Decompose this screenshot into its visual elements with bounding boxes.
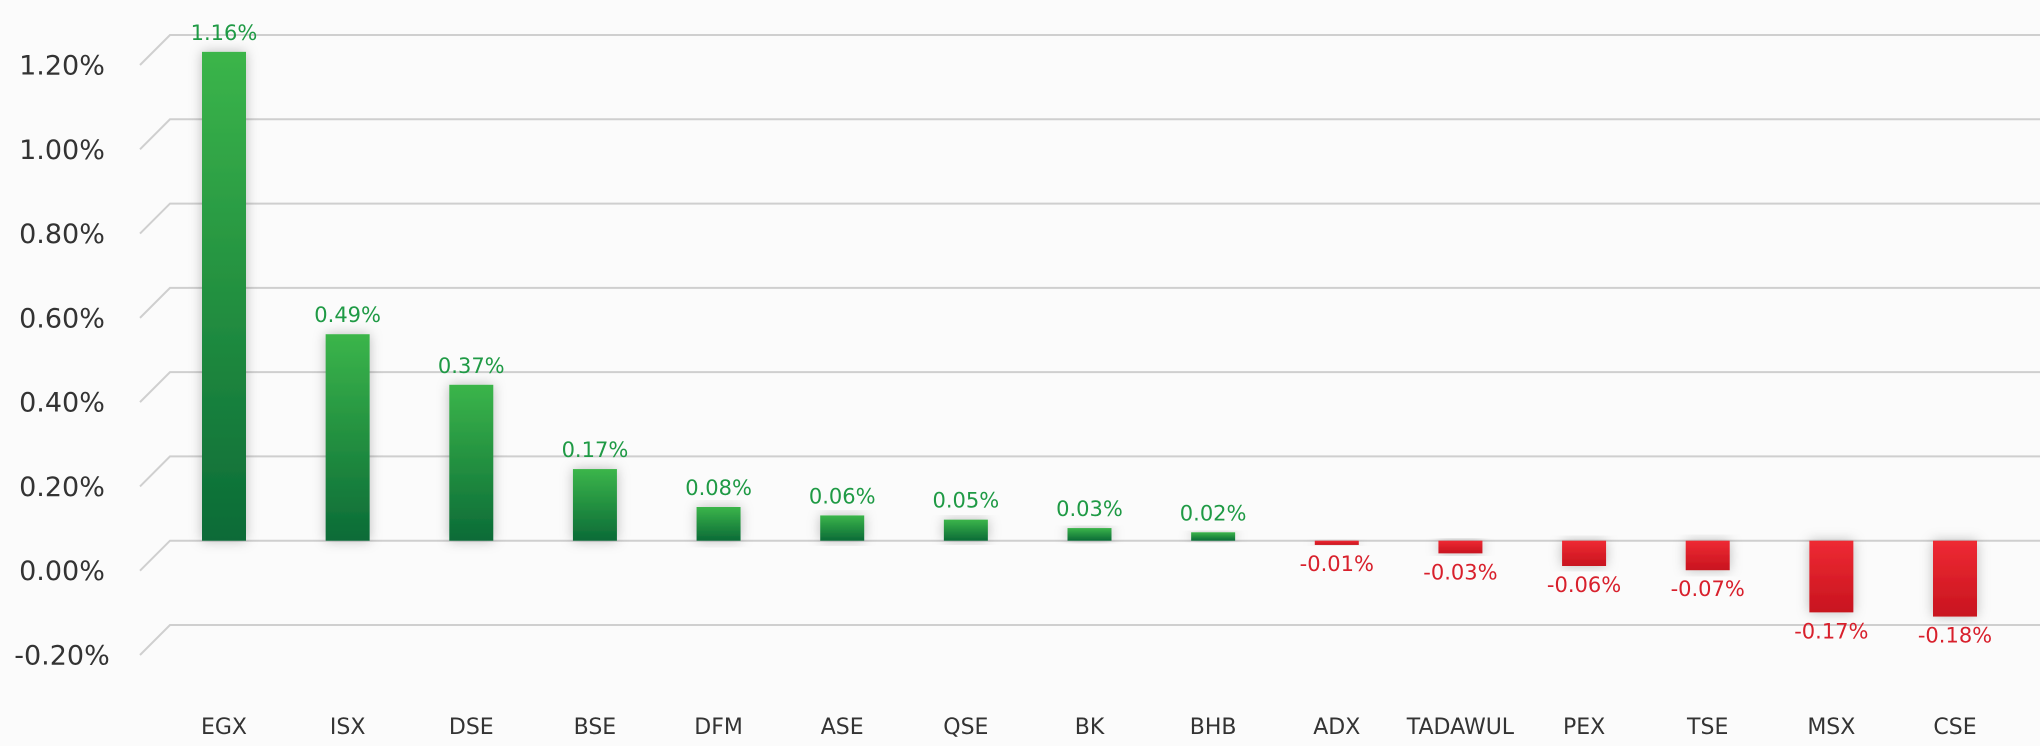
y-tick-label: -0.20% bbox=[14, 641, 110, 672]
x-tick-label: TSE bbox=[1686, 715, 1728, 740]
bar bbox=[1438, 540, 1483, 554]
x-tick-label: DFM bbox=[694, 715, 743, 740]
value-label: 0.08% bbox=[685, 476, 752, 500]
x-tick-label: BK bbox=[1075, 715, 1105, 740]
y-tick-label: 1.00% bbox=[19, 135, 105, 166]
value-label: -0.01% bbox=[1300, 552, 1374, 576]
y-tick-label: 0.20% bbox=[19, 472, 105, 503]
value-label: -0.07% bbox=[1671, 577, 1745, 601]
bar bbox=[943, 519, 988, 541]
value-label: -0.06% bbox=[1547, 573, 1621, 597]
grid-line bbox=[139, 371, 2040, 403]
bar bbox=[820, 515, 865, 541]
x-tick-label: ISX bbox=[330, 715, 366, 740]
x-tick-label: ADX bbox=[1313, 715, 1360, 740]
value-label: 0.02% bbox=[1180, 501, 1247, 525]
x-tick-label: TADAWUL bbox=[1406, 715, 1515, 740]
bar bbox=[1809, 540, 1854, 613]
bar bbox=[1067, 528, 1112, 541]
bar bbox=[449, 384, 494, 541]
grid-line bbox=[139, 34, 2040, 66]
grid-line bbox=[139, 118, 2040, 150]
bar bbox=[325, 334, 370, 541]
x-tick-label: CSE bbox=[1933, 715, 1976, 740]
y-tick-label: 1.20% bbox=[19, 51, 105, 82]
bar bbox=[1562, 540, 1607, 566]
value-label: 0.05% bbox=[932, 489, 999, 513]
x-tick-label: MSX bbox=[1807, 715, 1855, 740]
value-label: 1.16% bbox=[191, 21, 258, 45]
x-tick-label: PEX bbox=[1563, 715, 1605, 740]
value-label: -0.18% bbox=[1918, 624, 1992, 648]
x-tick-label: ASE bbox=[821, 715, 864, 740]
bar bbox=[1933, 540, 1977, 617]
value-label: 0.06% bbox=[809, 484, 876, 508]
value-label: -0.03% bbox=[1423, 560, 1497, 584]
grid-line bbox=[139, 286, 2040, 319]
bar bbox=[1191, 532, 1236, 541]
bar bbox=[202, 51, 246, 541]
bar bbox=[1314, 540, 1359, 545]
grid-line bbox=[139, 539, 2040, 572]
x-tick-label: BSE bbox=[574, 715, 617, 740]
y-tick-label: 0.80% bbox=[19, 219, 105, 250]
x-tick-label: BHB bbox=[1190, 715, 1237, 740]
y-tick-label: 0.00% bbox=[19, 556, 105, 587]
x-tick-label: DSE bbox=[449, 715, 494, 740]
y-tick-label: 0.60% bbox=[19, 303, 105, 334]
grid-line bbox=[139, 624, 2040, 656]
value-label: 0.37% bbox=[438, 354, 505, 378]
grid-line bbox=[139, 202, 2040, 235]
value-label: 0.03% bbox=[1056, 497, 1123, 521]
grid-line bbox=[139, 455, 2040, 488]
x-tick-label: QSE bbox=[943, 715, 988, 740]
value-label: 0.49% bbox=[314, 303, 381, 327]
bar bbox=[572, 469, 617, 541]
bar bbox=[1685, 540, 1730, 571]
x-tick-label: EGX bbox=[201, 715, 247, 740]
bar bbox=[696, 507, 741, 541]
value-label: 0.17% bbox=[562, 438, 629, 462]
y-tick-label: 0.40% bbox=[19, 388, 105, 419]
value-label: -0.17% bbox=[1794, 619, 1868, 643]
